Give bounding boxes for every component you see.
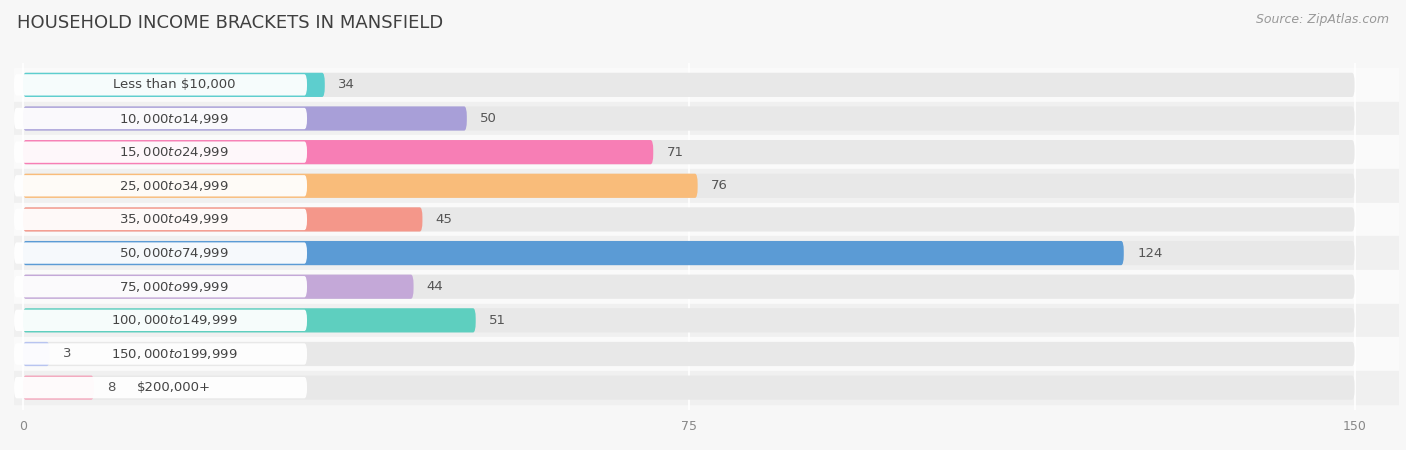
Bar xyxy=(14,202,1399,236)
Text: 124: 124 xyxy=(1137,247,1163,260)
FancyBboxPatch shape xyxy=(14,209,307,230)
Text: 8: 8 xyxy=(107,381,115,394)
Text: $50,000 to $74,999: $50,000 to $74,999 xyxy=(120,246,229,260)
Bar xyxy=(14,135,1399,169)
Text: 44: 44 xyxy=(427,280,444,293)
FancyBboxPatch shape xyxy=(14,243,307,264)
FancyBboxPatch shape xyxy=(22,308,1354,333)
FancyBboxPatch shape xyxy=(22,274,1354,299)
Text: 50: 50 xyxy=(479,112,496,125)
FancyBboxPatch shape xyxy=(14,108,307,129)
Text: 3: 3 xyxy=(63,347,72,360)
FancyBboxPatch shape xyxy=(14,377,307,398)
FancyBboxPatch shape xyxy=(14,74,307,95)
FancyBboxPatch shape xyxy=(22,106,467,130)
Text: $200,000+: $200,000+ xyxy=(136,381,211,394)
FancyBboxPatch shape xyxy=(22,342,49,366)
Text: Source: ZipAtlas.com: Source: ZipAtlas.com xyxy=(1256,14,1389,27)
Text: $25,000 to $34,999: $25,000 to $34,999 xyxy=(120,179,229,193)
FancyBboxPatch shape xyxy=(22,174,697,198)
Bar xyxy=(14,169,1399,202)
Text: $15,000 to $24,999: $15,000 to $24,999 xyxy=(120,145,229,159)
Text: $100,000 to $149,999: $100,000 to $149,999 xyxy=(111,313,238,327)
Bar xyxy=(14,102,1399,135)
FancyBboxPatch shape xyxy=(22,73,325,97)
FancyBboxPatch shape xyxy=(14,276,307,297)
Text: 45: 45 xyxy=(436,213,453,226)
FancyBboxPatch shape xyxy=(22,174,1354,198)
Text: Less than $10,000: Less than $10,000 xyxy=(112,78,235,91)
FancyBboxPatch shape xyxy=(22,241,1354,265)
Bar xyxy=(14,68,1399,102)
Text: HOUSEHOLD INCOME BRACKETS IN MANSFIELD: HOUSEHOLD INCOME BRACKETS IN MANSFIELD xyxy=(17,14,443,32)
Text: $10,000 to $14,999: $10,000 to $14,999 xyxy=(120,112,229,126)
FancyBboxPatch shape xyxy=(22,308,475,333)
FancyBboxPatch shape xyxy=(22,207,1354,232)
Text: 76: 76 xyxy=(711,179,728,192)
Text: 51: 51 xyxy=(489,314,506,327)
FancyBboxPatch shape xyxy=(22,140,654,164)
Text: 71: 71 xyxy=(666,146,683,159)
FancyBboxPatch shape xyxy=(22,207,422,232)
FancyBboxPatch shape xyxy=(22,241,1123,265)
FancyBboxPatch shape xyxy=(22,106,1354,130)
Bar xyxy=(14,236,1399,270)
FancyBboxPatch shape xyxy=(22,375,1354,400)
FancyBboxPatch shape xyxy=(22,73,1354,97)
FancyBboxPatch shape xyxy=(14,343,307,365)
FancyBboxPatch shape xyxy=(14,175,307,197)
FancyBboxPatch shape xyxy=(22,140,1354,164)
Text: $35,000 to $49,999: $35,000 to $49,999 xyxy=(120,212,229,226)
Text: $150,000 to $199,999: $150,000 to $199,999 xyxy=(111,347,238,361)
FancyBboxPatch shape xyxy=(14,141,307,163)
Bar xyxy=(14,304,1399,337)
FancyBboxPatch shape xyxy=(22,375,94,400)
FancyBboxPatch shape xyxy=(14,310,307,331)
Bar xyxy=(14,270,1399,304)
FancyBboxPatch shape xyxy=(22,274,413,299)
Bar xyxy=(14,371,1399,405)
Bar xyxy=(14,337,1399,371)
FancyBboxPatch shape xyxy=(22,342,1354,366)
Text: 34: 34 xyxy=(337,78,354,91)
Text: $75,000 to $99,999: $75,000 to $99,999 xyxy=(120,280,229,294)
